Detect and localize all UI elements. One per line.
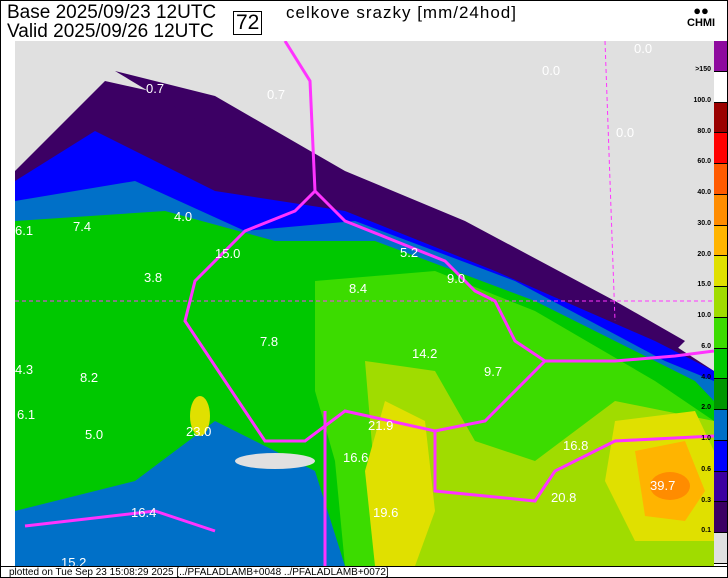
country-border-south xyxy=(433,431,714,503)
map-value-label: 5.0 xyxy=(85,427,104,442)
legend-label: 20.0 xyxy=(697,250,711,258)
legend-swatch xyxy=(714,225,727,257)
legend-label: 80.0 xyxy=(697,127,711,135)
chmi-logo: ●● CHMI xyxy=(687,3,716,29)
precip-15c xyxy=(190,396,210,436)
map-value-label: 19.6 xyxy=(373,505,399,520)
country-border-cz-pl xyxy=(313,189,546,363)
map-value-label: 6.1 xyxy=(17,407,36,422)
map-value-label: 16.4 xyxy=(131,505,157,520)
map-value-label: 15.0 xyxy=(215,246,241,261)
legend-swatch xyxy=(714,71,727,103)
map-value-label: 6.1 xyxy=(15,223,34,238)
map-value-label: 7.4 xyxy=(73,219,92,234)
logo-text: CHMI xyxy=(687,17,716,29)
map-value-label: 21.9 xyxy=(368,418,394,433)
valid-label: Valid xyxy=(7,21,48,42)
map-title: celkove srazky [mm/24hod] xyxy=(286,3,517,22)
footer-plotted-info: plotted on Tue Sep 23 15:08:29 2025 [../… xyxy=(1,566,727,577)
legend-label: 4.0 xyxy=(701,373,711,381)
map-value-label: 0.0 xyxy=(616,125,635,140)
map-value-label: 0.0 xyxy=(634,41,653,56)
map-value-label: 8.2 xyxy=(80,370,99,385)
legend-swatch xyxy=(714,256,727,287)
map-value-label: 7.8 xyxy=(260,334,279,349)
legend-label: >150 xyxy=(695,66,711,73)
legend-swatch xyxy=(714,440,727,472)
legend-label: 0.3 xyxy=(701,496,711,504)
legend-swatch xyxy=(714,317,727,349)
grid-lines xyxy=(15,41,714,322)
precip-map xyxy=(15,41,714,566)
map-value-label: 16.6 xyxy=(343,450,369,465)
legend-swatch xyxy=(714,164,727,195)
valid-value: 2025/09/26 12UTC xyxy=(53,21,214,42)
map-value-label: 16.8 xyxy=(563,438,589,453)
legend-swatch xyxy=(714,471,727,503)
precip-15 xyxy=(365,401,435,566)
map-value-label: 14.2 xyxy=(412,346,438,361)
color-legend: >150 100.0 80.0 60.0 40.0 30.0 20.0 15.0 10.0 6.0… xyxy=(693,41,727,564)
legend-swatch xyxy=(714,410,727,441)
base-label: Base xyxy=(7,2,51,23)
forecast-hour-box: 72 xyxy=(233,11,263,35)
precip-30 xyxy=(650,472,690,500)
dry-patch xyxy=(235,453,315,469)
legend-label: 15.0 xyxy=(697,281,711,289)
legend-label: 100.0 xyxy=(693,96,711,104)
map-value-label: 5.2 xyxy=(400,245,419,260)
legend-swatch xyxy=(714,348,727,380)
legend-label: 2.0 xyxy=(701,404,711,412)
valid-line: Valid 2025/09/26 12UTC xyxy=(7,22,214,41)
map-value-label: 4.3 xyxy=(15,362,34,377)
legend-swatch xyxy=(714,133,727,164)
legend-swatch xyxy=(714,287,727,318)
legend-label: 10.0 xyxy=(697,312,711,319)
map-value-label: 4.0 xyxy=(174,209,193,224)
legend-label: 30.0 xyxy=(697,219,711,227)
map-value-label: 3.8 xyxy=(144,270,163,285)
legend-swatch xyxy=(714,102,727,134)
legend-label: 0.6 xyxy=(701,465,711,473)
map-value-label: 0.0 xyxy=(542,63,561,78)
country-border xyxy=(183,41,714,443)
map-value-label: 20.8 xyxy=(551,490,577,505)
legend-label: 0.1 xyxy=(701,527,711,535)
legend-swatch xyxy=(714,502,727,533)
country-border-west xyxy=(24,411,327,566)
legend-label: 60.0 xyxy=(697,158,711,166)
base-value: 2025/09/23 12UTC xyxy=(55,2,217,23)
map-value-label: 0.7 xyxy=(267,87,286,102)
legend-swatch xyxy=(714,194,727,226)
precip-band xyxy=(115,71,685,351)
legend-swatch xyxy=(714,41,727,72)
legend-label: 40.0 xyxy=(697,189,711,196)
legend-swatch xyxy=(714,533,727,564)
map-value-label: 9.0 xyxy=(447,271,466,286)
legend-swatch xyxy=(714,379,727,410)
map-value-label: 8.4 xyxy=(349,281,368,296)
base-line: Base 2025/09/23 12UTC xyxy=(7,3,216,22)
legend-label: 1.0 xyxy=(701,435,711,442)
map-value-label: 0.7 xyxy=(146,81,165,96)
legend-label: 6.0 xyxy=(701,342,711,350)
map-value-label: 9.7 xyxy=(484,364,503,379)
map-value-label: 39.7 xyxy=(650,478,676,493)
map-value-label: 23.0 xyxy=(186,424,212,439)
